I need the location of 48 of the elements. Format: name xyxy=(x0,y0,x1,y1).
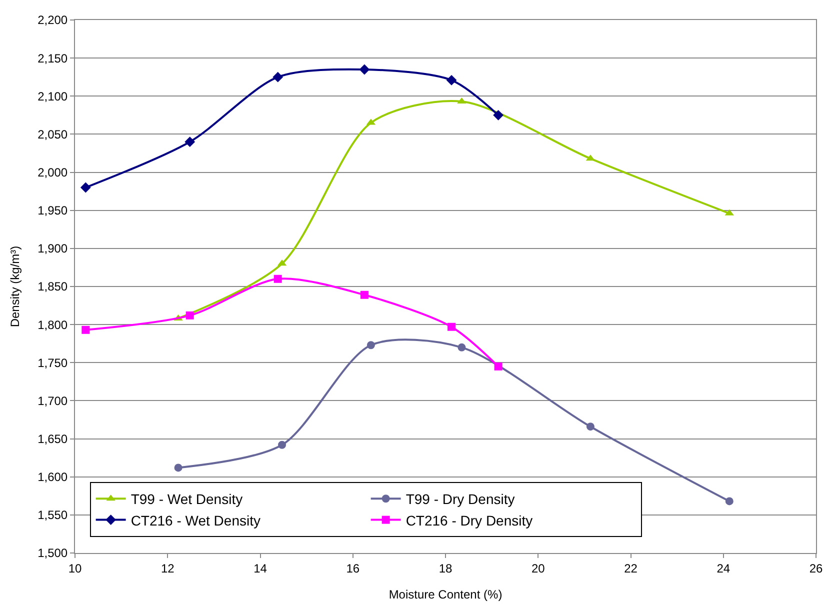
x-tick-label: 24 xyxy=(716,561,730,576)
point xyxy=(725,497,734,506)
y-tick-label: 2,000 xyxy=(38,165,68,180)
x-axis-title: Moisture Content (%) xyxy=(388,587,502,602)
legend-label: T99 - Wet Density xyxy=(130,491,243,508)
point xyxy=(494,362,502,370)
y-tick-label: 1,550 xyxy=(38,508,68,522)
y-tick-label: 2,200 xyxy=(38,13,68,28)
point xyxy=(184,136,196,148)
y-tick-label: 1,850 xyxy=(38,280,68,294)
y-tick-label: 1,600 xyxy=(38,470,68,484)
y-tick-label: 2,100 xyxy=(38,89,68,104)
y-tick-label: 1,800 xyxy=(38,318,68,332)
point xyxy=(458,343,466,352)
y-tick-label: 1,950 xyxy=(38,204,68,218)
x-tick-label: 18 xyxy=(438,561,452,576)
legend-label: CT216 - Dry Density xyxy=(406,512,533,528)
point xyxy=(366,341,375,350)
x-tick-label: 22 xyxy=(624,561,638,576)
x-tick-label: 20 xyxy=(531,561,546,576)
x-tick-label: 12 xyxy=(160,561,175,576)
point xyxy=(446,74,457,86)
x-tick-label: 16 xyxy=(346,561,360,576)
point xyxy=(274,274,282,283)
point xyxy=(272,72,284,82)
y-axis-title: Density (kg/m³) xyxy=(8,246,22,328)
point xyxy=(174,464,182,472)
y-tick-label: 1,750 xyxy=(38,356,68,370)
legend-label: CT216 - Wet Density xyxy=(130,512,260,528)
y-tick-label: 2,050 xyxy=(38,127,68,142)
x-tick-label: 10 xyxy=(68,561,82,576)
x-tick-label: 14 xyxy=(254,561,268,576)
x-tick-label: 26 xyxy=(809,561,823,576)
y-tick-label: 2,150 xyxy=(38,51,68,66)
point xyxy=(186,311,194,320)
point xyxy=(82,326,90,334)
y-tick-label: 1,700 xyxy=(38,394,68,408)
point xyxy=(360,290,368,299)
point xyxy=(278,440,286,449)
point xyxy=(80,182,91,193)
point xyxy=(586,422,594,431)
legend-label: T99 - Dry Density xyxy=(406,491,515,508)
point xyxy=(359,64,370,75)
y-tick-label: 1,650 xyxy=(38,432,68,446)
point xyxy=(493,110,504,120)
y-tick-label: 1,900 xyxy=(38,242,68,256)
point xyxy=(448,322,456,331)
y-tick-label: 1,500 xyxy=(38,546,68,560)
